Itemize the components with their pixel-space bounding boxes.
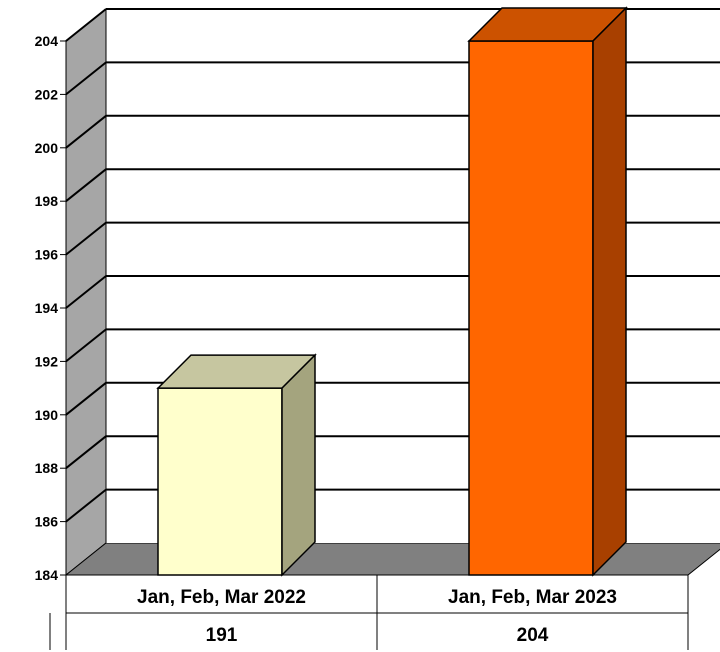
gridline-diagonal bbox=[65, 8, 107, 42]
gridline-diagonal bbox=[65, 488, 107, 523]
y-tick-label: 188 bbox=[35, 460, 59, 476]
y-tick-label: 200 bbox=[35, 140, 59, 156]
y-tick-label: 202 bbox=[35, 86, 59, 102]
bar-front bbox=[157, 387, 283, 576]
gridline-diagonal bbox=[65, 435, 107, 469]
gridline-diagonal bbox=[65, 221, 107, 256]
gridline-diagonal bbox=[65, 61, 107, 96]
gridline-diagonal bbox=[65, 275, 107, 309]
y-axis-ticks: 184 186 188 190 192 194 196 198 200 202 204 bbox=[35, 33, 67, 583]
y-tick-label: 192 bbox=[35, 353, 59, 369]
gridline-diagonal bbox=[65, 168, 107, 202]
data-table-value: 191 bbox=[206, 625, 238, 646]
y-tick-label: 184 bbox=[35, 567, 59, 583]
gridline-diagonal bbox=[65, 382, 107, 416]
bar-side bbox=[281, 353, 316, 577]
y-tick-label: 204 bbox=[35, 33, 59, 49]
bars bbox=[156, 6, 628, 577]
y-tick-label: 190 bbox=[35, 407, 59, 423]
x-category-label: Jan, Feb, Mar 2022 bbox=[137, 587, 306, 608]
gridline-diagonal bbox=[65, 115, 107, 149]
y-tick-label: 196 bbox=[35, 247, 59, 263]
bar-2 bbox=[467, 6, 628, 577]
x-category-label: Jan, Feb, Mar 2023 bbox=[448, 587, 617, 608]
gridline-diagonal bbox=[65, 328, 107, 363]
y-tick-label: 194 bbox=[35, 300, 59, 316]
bar-front bbox=[468, 40, 594, 576]
bar-1 bbox=[156, 353, 317, 577]
y-tick-label: 198 bbox=[35, 193, 59, 209]
data-table-value: 204 bbox=[517, 625, 549, 646]
bar-side bbox=[592, 6, 627, 577]
data-table: Jan, Feb, Mar 2022 191 Jan, Feb, Mar 2023 2… bbox=[49, 575, 689, 650]
y-tick-label: 186 bbox=[35, 514, 59, 530]
